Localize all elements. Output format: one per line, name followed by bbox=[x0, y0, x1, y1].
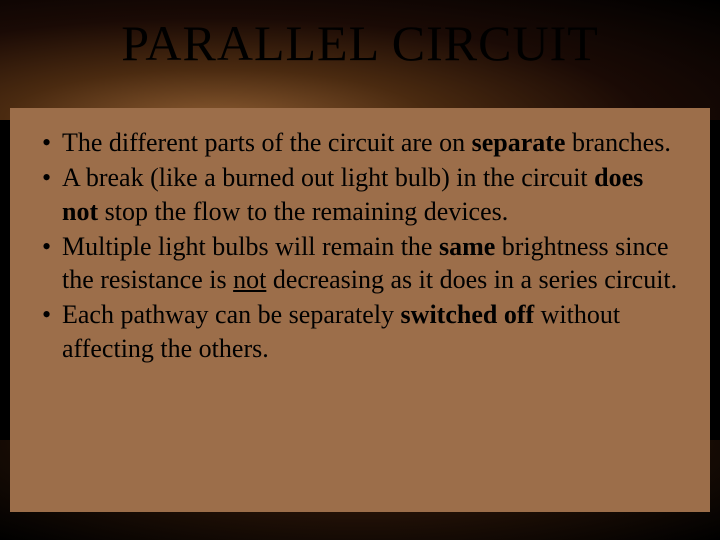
bullet-text: Each pathway can be separately bbox=[62, 300, 401, 329]
bullet-list: The different parts of the circuit are o… bbox=[38, 126, 682, 365]
bullet-underline: not bbox=[233, 265, 266, 294]
bullet-text: The different parts of the circuit are o… bbox=[62, 128, 472, 157]
slide-title: PARALLEL CIRCUIT bbox=[0, 0, 720, 82]
bullet-bold: switched off bbox=[401, 300, 535, 329]
bullet-bold: separate bbox=[472, 128, 566, 157]
bullet-text: branches. bbox=[565, 128, 670, 157]
bullet-bold: same bbox=[439, 232, 495, 261]
bullet-text: A break (like a burned out light bulb) i… bbox=[62, 163, 594, 192]
content-box: The different parts of the circuit are o… bbox=[10, 108, 710, 512]
slide-container: PARALLEL CIRCUIT The different parts of … bbox=[0, 0, 720, 540]
bullet-item: The different parts of the circuit are o… bbox=[38, 126, 682, 159]
bullet-item: Multiple light bulbs will remain the sam… bbox=[38, 230, 682, 297]
bullet-text: decreasing as it does in a series circui… bbox=[266, 265, 677, 294]
bullet-text: Multiple light bulbs will remain the bbox=[62, 232, 439, 261]
bullet-text: stop the flow to the remaining devices. bbox=[98, 197, 508, 226]
bullet-item: Each pathway can be separately switched … bbox=[38, 298, 682, 365]
bullet-item: A break (like a burned out light bulb) i… bbox=[38, 161, 682, 228]
